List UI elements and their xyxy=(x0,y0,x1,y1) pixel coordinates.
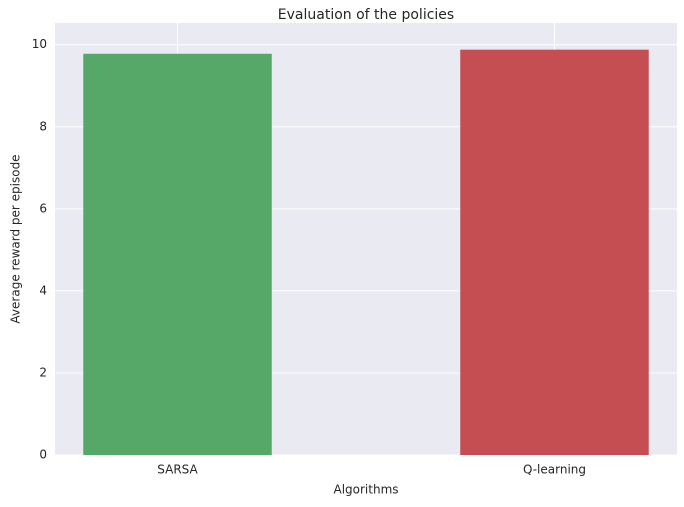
x-axis-label: Algorithms xyxy=(333,483,398,497)
bar xyxy=(83,53,272,456)
x-tick-label: SARSA xyxy=(157,463,198,477)
marks xyxy=(83,49,649,456)
x-tick-label: Q-learning xyxy=(523,463,586,477)
bar xyxy=(460,49,649,456)
chart-title: Evaluation of the policies xyxy=(278,7,454,23)
y-tick-label: 10 xyxy=(32,37,47,51)
y-tick-label: 0 xyxy=(39,448,47,462)
y-tick-label: 8 xyxy=(39,119,47,133)
y-tick-label: 6 xyxy=(39,201,47,215)
y-tick-label: 4 xyxy=(39,283,47,297)
y-tick-label: 2 xyxy=(39,365,47,379)
y-axis-label: Average reward per episode xyxy=(9,154,23,323)
